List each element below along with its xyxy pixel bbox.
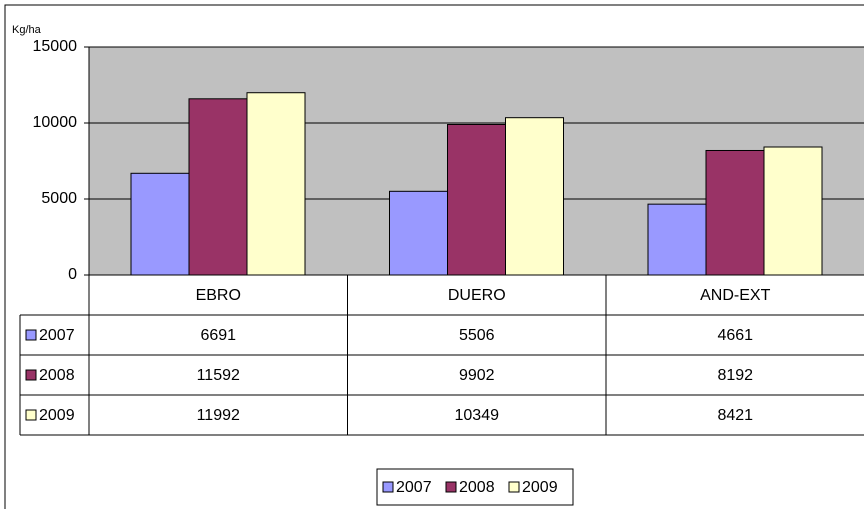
y-tick-label: 5000	[41, 190, 77, 207]
bar	[647, 203, 707, 276]
legend-key	[25, 409, 37, 421]
table-cell: 11592	[197, 367, 240, 384]
legend-key	[508, 481, 520, 493]
bar	[130, 172, 190, 276]
y-tick-label: 10000	[33, 114, 78, 131]
legend-label: 2009	[522, 479, 558, 496]
bar	[389, 190, 448, 276]
table-cell: 10349	[455, 407, 500, 424]
table-header: EBRO	[196, 287, 241, 304]
bar	[188, 98, 248, 276]
table-header: AND-EXT	[700, 287, 770, 304]
legend-key	[445, 481, 457, 493]
legend-label: 2007	[396, 479, 432, 496]
table-cell: 4661	[717, 327, 753, 344]
y-axis-label: Kg/ha	[12, 24, 42, 36]
table-cell: 8421	[717, 407, 753, 424]
bar	[705, 149, 765, 276]
y-tick-label: 0	[68, 266, 77, 283]
table-header: DUERO	[448, 287, 506, 304]
legend-key	[25, 369, 37, 381]
y-tick-label: 15000	[33, 38, 78, 55]
table-cell: 8192	[717, 367, 753, 384]
table-cell: 9902	[459, 367, 495, 384]
bar	[505, 117, 564, 276]
table-cell: 6691	[200, 327, 236, 344]
legend-box	[376, 468, 574, 506]
bar	[447, 123, 506, 276]
table-cell: 5506	[459, 327, 495, 344]
legend-key	[25, 329, 37, 341]
table-cell: 11992	[197, 407, 240, 424]
row-label: 2008	[39, 367, 75, 384]
legend-label: 2008	[459, 479, 495, 496]
bar	[246, 92, 306, 276]
bar	[763, 146, 823, 276]
row-label: 2007	[39, 327, 75, 344]
row-label: 2009	[39, 407, 75, 424]
legend-key	[382, 481, 394, 493]
